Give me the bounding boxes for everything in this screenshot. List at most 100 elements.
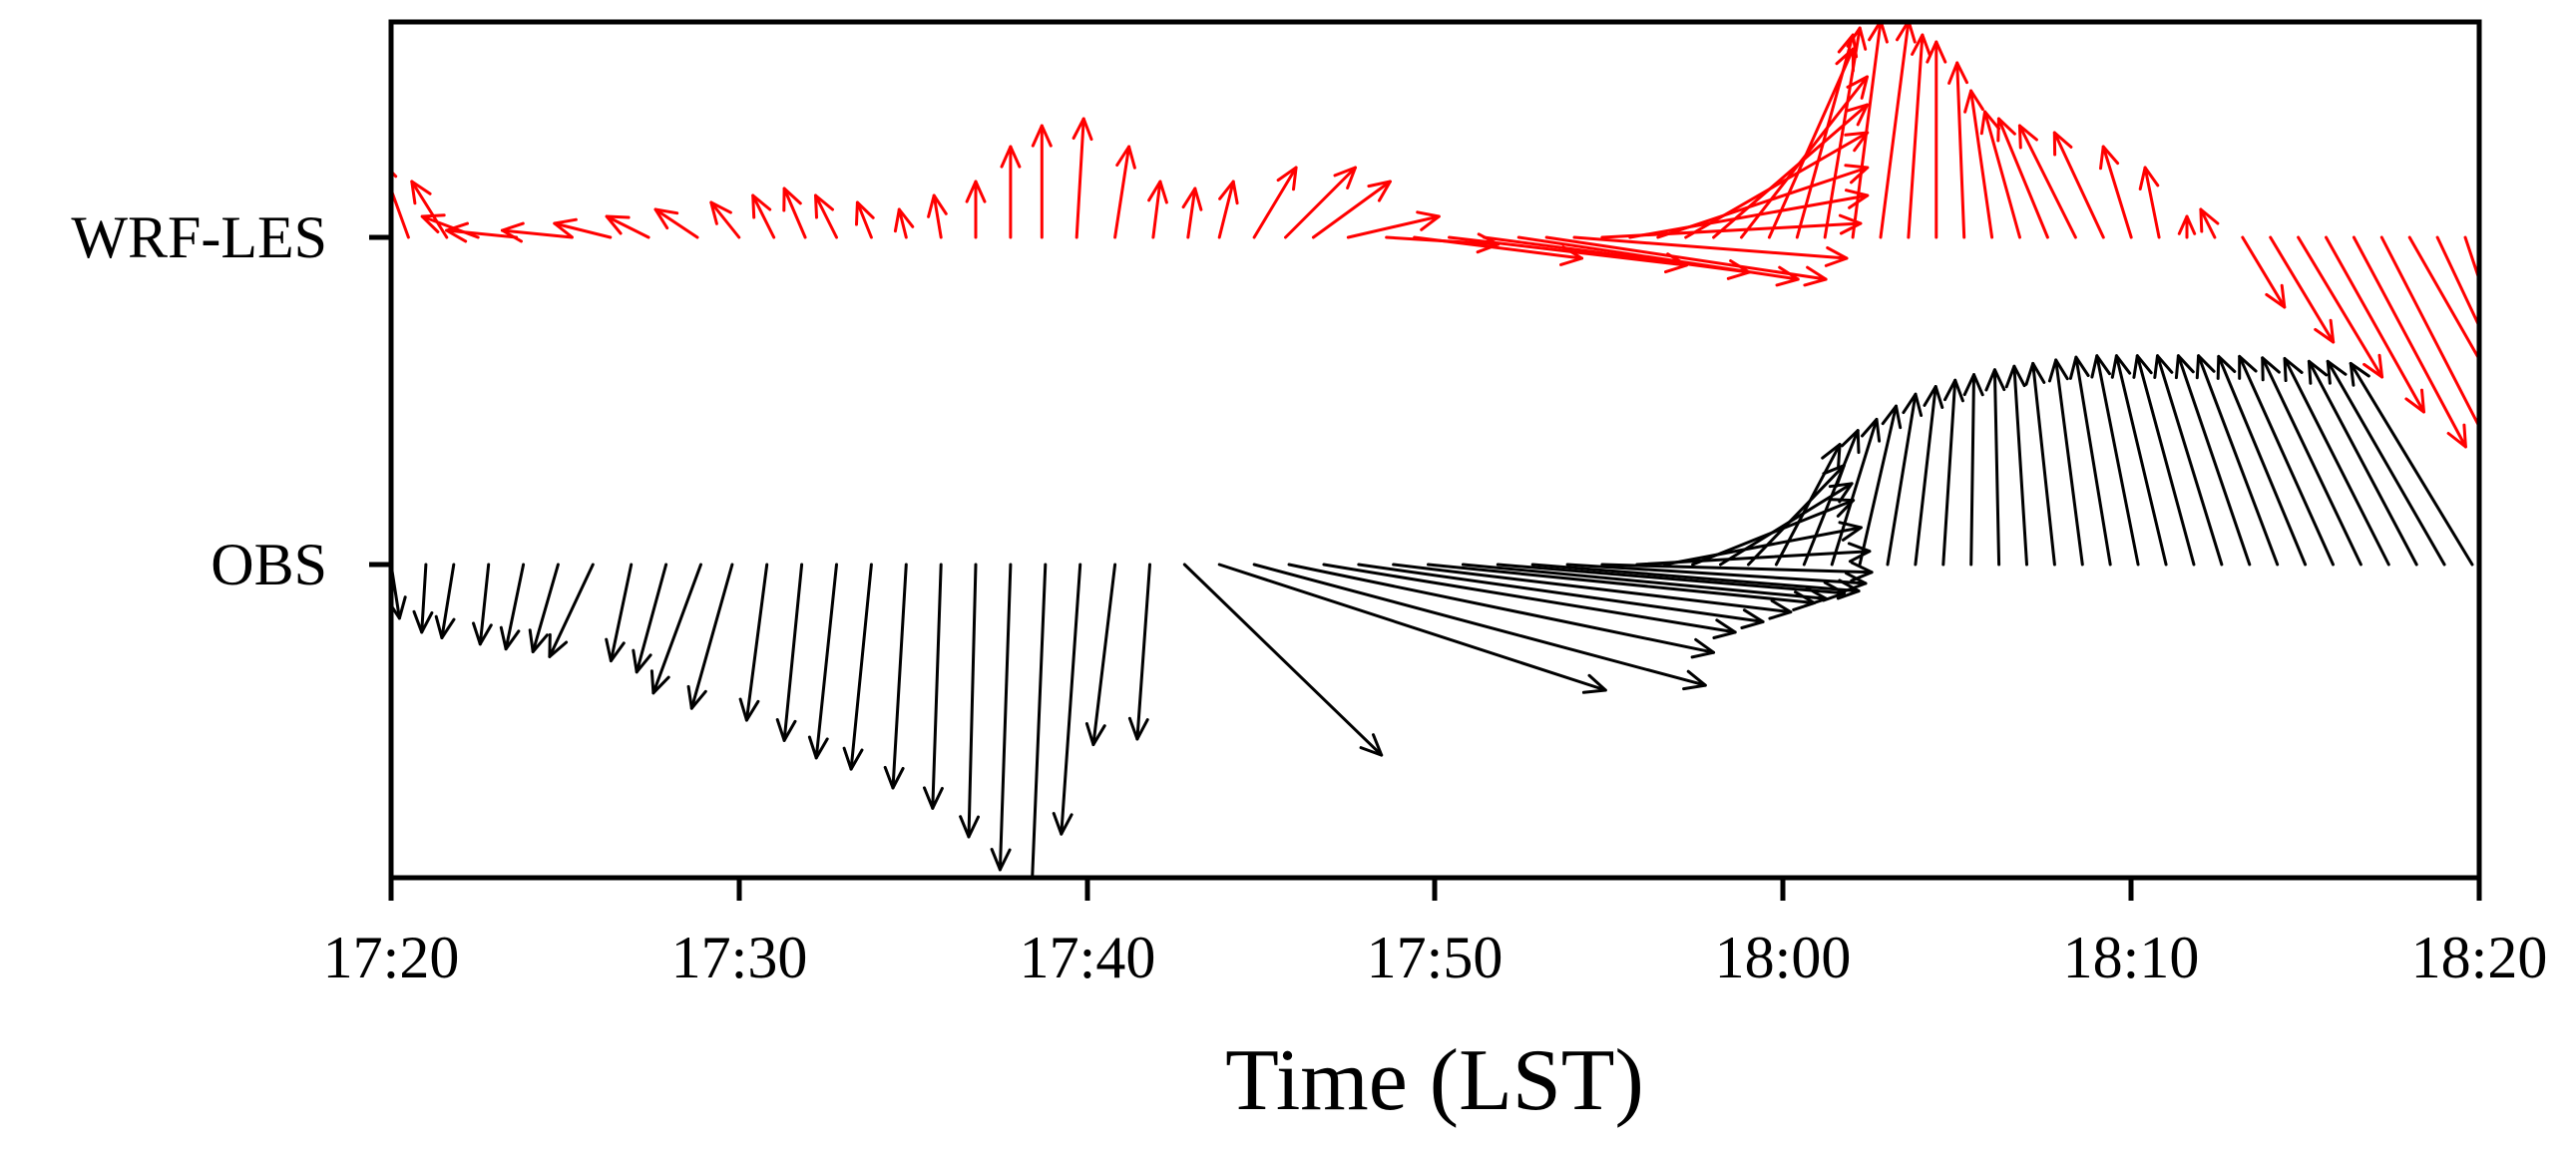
arrow-shaft — [609, 563, 634, 663]
arrow-head — [632, 648, 652, 674]
arrow-shaft — [653, 207, 699, 239]
arrow-obs-19 — [1022, 563, 1048, 878]
arrow-wrf-les-20 — [1147, 180, 1168, 239]
arrow-head — [1276, 166, 1298, 192]
arrow-head — [1979, 110, 2001, 136]
arrow-shaft — [2352, 235, 2467, 449]
arrow-shaft — [1322, 563, 1737, 634]
arrow-head — [1881, 404, 1903, 430]
arrow-head — [990, 848, 1012, 872]
arrow-shaft — [1663, 526, 1863, 567]
arrow-obs-25 — [1252, 563, 1707, 691]
arrow-obs-8 — [632, 563, 668, 674]
arrow-wrf-les-18 — [1072, 117, 1093, 239]
arrow-shaft — [931, 563, 943, 810]
arrow-shaft — [391, 185, 410, 239]
arrow-shaft — [1113, 145, 1131, 239]
arrow-shaft — [1448, 235, 1688, 267]
arrow-head — [2533, 453, 2550, 475]
arrow-obs-37 — [1663, 521, 1863, 567]
arrow-shaft — [2095, 354, 2140, 567]
arrow-shaft — [605, 214, 650, 239]
arrow-obs-56 — [2132, 354, 2196, 567]
arrow-head — [807, 735, 829, 760]
arrow-head — [2520, 425, 2537, 447]
arrow-obs-4 — [499, 563, 526, 651]
arrow-wrf-les-12 — [855, 200, 875, 239]
arrow-obs-60 — [2216, 354, 2308, 567]
arrow-obs-20 — [1052, 563, 1082, 836]
arrow-wrf-les-10 — [782, 187, 807, 239]
arrow-obs-47 — [1941, 378, 1964, 567]
arrow-shaft — [1684, 131, 1870, 239]
arrow-head — [1022, 877, 1025, 878]
arrow-shaft — [1969, 89, 1994, 239]
arrow-shaft — [2199, 207, 2217, 239]
arrow-wrf-les-19 — [1113, 145, 1136, 239]
arrow-shaft — [932, 193, 943, 239]
arrow-obs-24 — [1217, 563, 1607, 694]
arrow-wrf-les-55 — [2177, 214, 2197, 239]
arrow-wrf-les-56 — [2199, 207, 2220, 239]
arrow-obs-11 — [738, 563, 769, 722]
arrow-obs-44 — [1858, 404, 1903, 567]
arrow-obs-32 — [1496, 563, 1846, 602]
arrow-shaft — [744, 563, 769, 722]
arrow-head — [814, 193, 834, 219]
arrow-obs-52 — [2047, 358, 2084, 567]
arrow-shaft — [1795, 33, 1855, 239]
arrow-shaft — [1346, 214, 1441, 239]
arrow-shaft — [689, 563, 734, 710]
arrow-shaft — [1392, 563, 1793, 614]
arrow-shaft — [2143, 166, 2161, 239]
arrow-shaft — [1747, 464, 1846, 567]
arrow-shaft — [1914, 385, 1937, 567]
arrow-head — [2153, 354, 2174, 379]
arrow-obs-16 — [923, 563, 944, 810]
arrow-head — [2052, 131, 2073, 157]
arrow-wrf-les-63 — [2407, 235, 2479, 363]
arrow-head — [653, 207, 679, 230]
arrow-shaft — [1217, 180, 1235, 239]
arrow-shaft — [1774, 443, 1842, 567]
arrow-shaft — [635, 563, 668, 674]
arrow-obs-34 — [1565, 563, 1868, 593]
arrow-head — [2195, 354, 2216, 380]
arrow-shaft — [1413, 235, 1584, 260]
arrow-obs-66 — [2349, 361, 2474, 567]
arrow-shaft — [1496, 563, 1846, 595]
arrow-head — [751, 193, 772, 219]
arrow-head — [1333, 166, 1357, 190]
arrow-head — [1000, 145, 1022, 169]
arrow-shaft — [1600, 563, 1874, 575]
arrow-wrf-les-64 — [2435, 235, 2550, 475]
arrow-shaft — [1996, 117, 2049, 239]
arrow-wrf-les-59 — [2297, 235, 2384, 379]
arrow-shaft — [1252, 563, 1707, 687]
arrow-wrf-les-5 — [553, 217, 613, 239]
arrow-obs-65 — [2326, 359, 2446, 567]
arrow-obs-58 — [2174, 354, 2252, 567]
arrow-wrf-les-11 — [814, 193, 838, 239]
arrow-head — [649, 669, 670, 695]
arrow-head — [2238, 354, 2258, 380]
arrow-head — [1923, 385, 1944, 409]
arrow-wrf-les-0 — [391, 169, 410, 239]
arrow-wrf-les-58 — [2269, 235, 2336, 344]
arrow-head — [1845, 189, 1870, 209]
x-tick-label-1820: 18:20 — [2411, 925, 2548, 990]
arrow-shaft — [1565, 563, 1868, 585]
arrow-head — [2024, 361, 2046, 386]
arrow-wrf-les-13 — [893, 207, 915, 239]
arrow-head — [1846, 75, 1869, 100]
arrow-head — [1843, 572, 1868, 593]
arrow-shaft — [1031, 563, 1048, 878]
arrow-head — [686, 684, 707, 710]
arrow-obs-29 — [1392, 563, 1793, 620]
arrow-head — [1836, 578, 1861, 600]
arrow-head — [1072, 117, 1093, 142]
arrow-obs-13 — [807, 563, 838, 760]
arrow-shaft — [1879, 22, 1911, 239]
arrow-shaft — [2135, 354, 2196, 567]
arrow-shaft — [1357, 563, 1765, 623]
